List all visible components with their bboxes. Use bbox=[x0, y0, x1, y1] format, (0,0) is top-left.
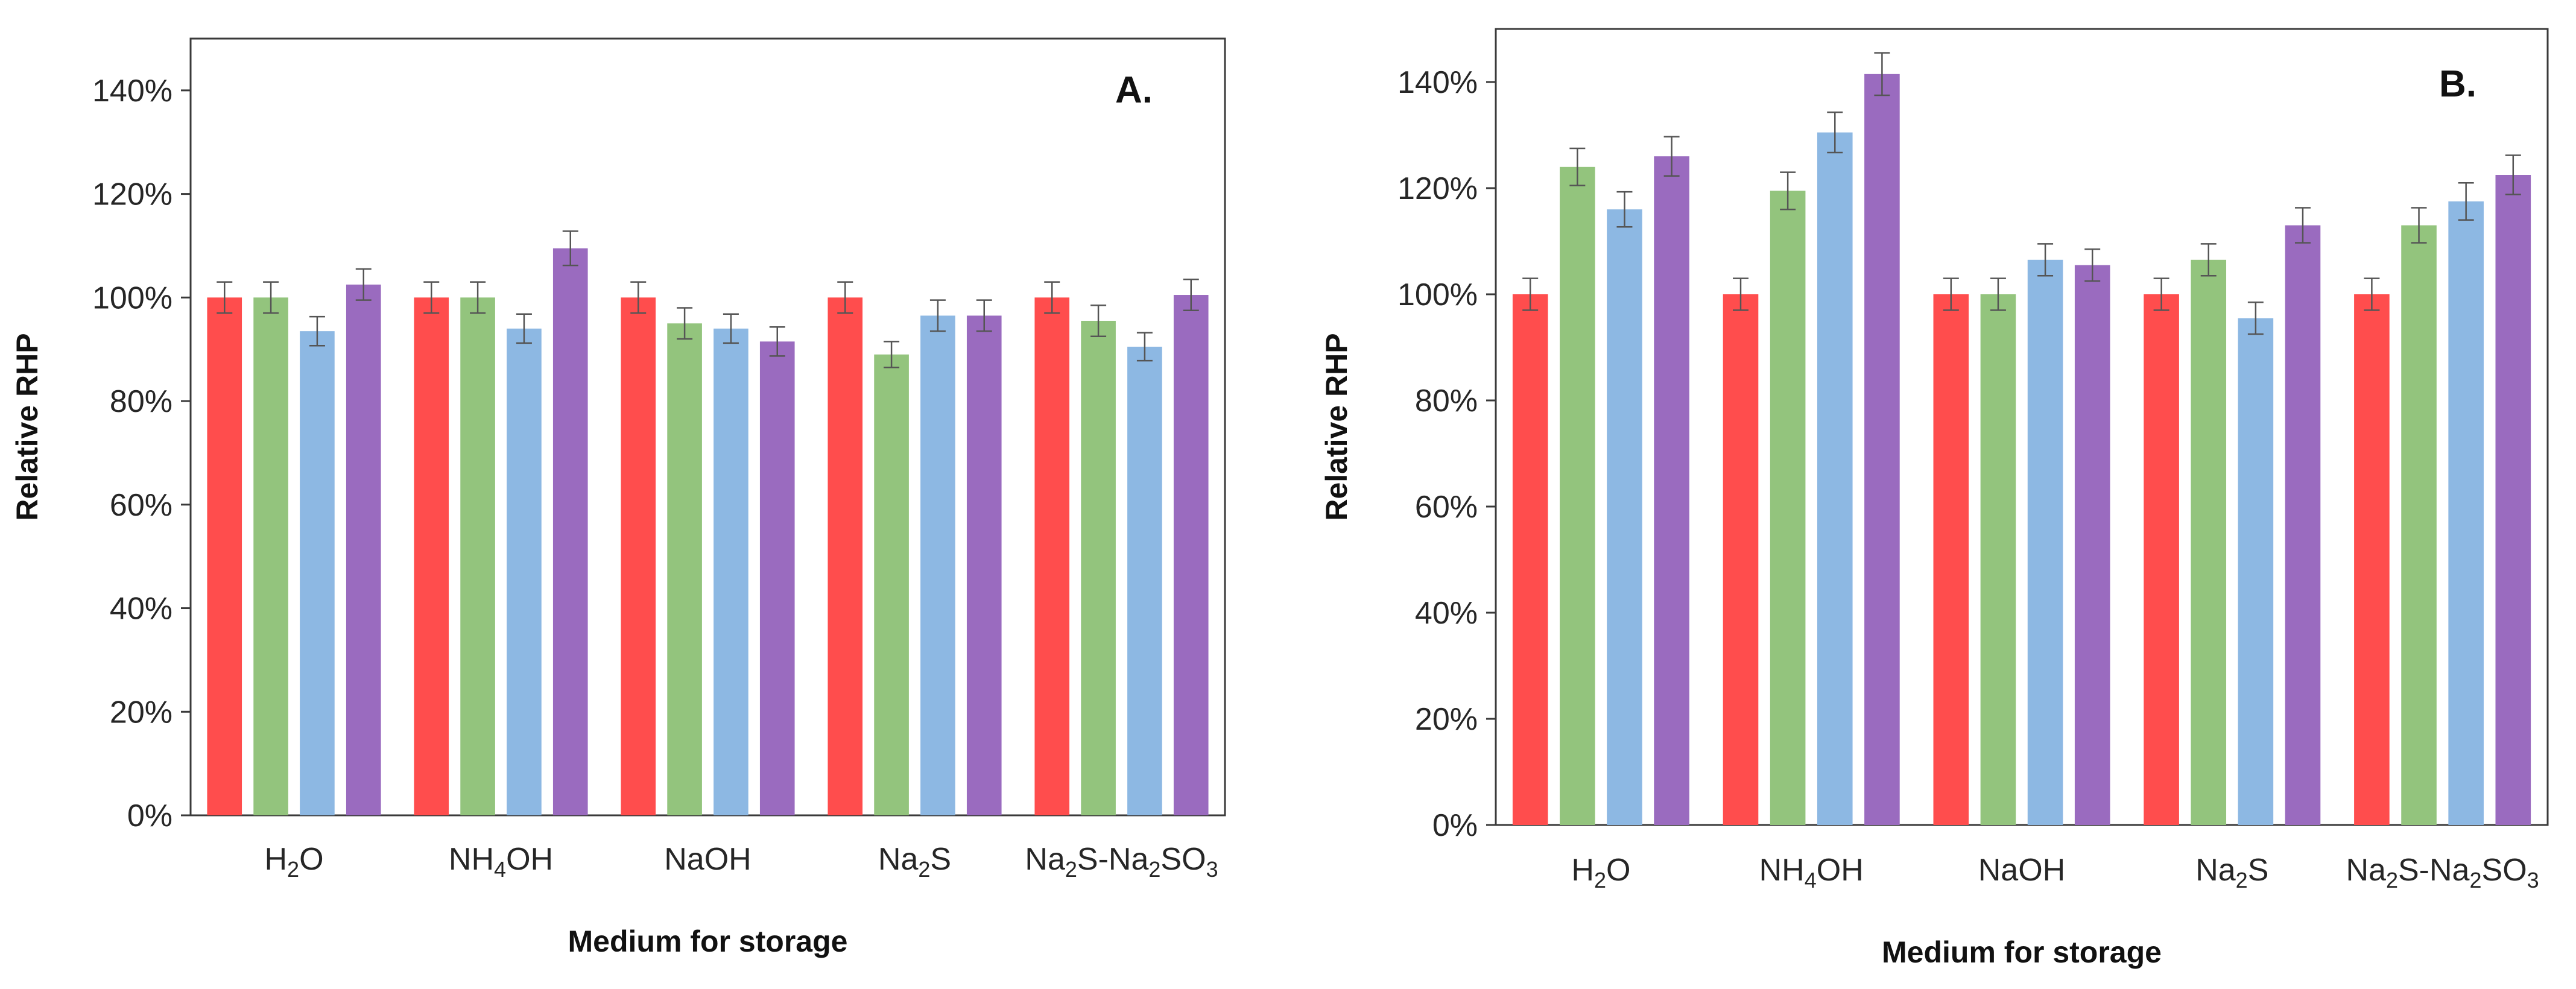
bar bbox=[874, 354, 909, 815]
bar bbox=[300, 331, 335, 815]
y-axis-title: Relative RHP bbox=[10, 333, 44, 520]
x-tick-label: H2O bbox=[264, 842, 323, 882]
chart-panel-b: 0% 20% 40% 60% 80% 100% 120% 140% Relative RHP Me… bbox=[1320, 28, 2549, 969]
y-tick-label: 80% bbox=[1415, 384, 1478, 419]
bar bbox=[1933, 294, 1969, 825]
y-tick-label: 100% bbox=[1397, 277, 1478, 312]
x-tick-label: Na2S bbox=[2195, 853, 2268, 893]
bar bbox=[828, 297, 863, 815]
bar bbox=[1770, 191, 1806, 825]
y-axis-title: Relative RHP bbox=[1320, 333, 1353, 520]
y-tick-label: 20% bbox=[1415, 702, 1478, 737]
bar bbox=[1723, 294, 1759, 825]
x-tick-label: NaOH bbox=[1978, 853, 2065, 888]
bar bbox=[759, 341, 795, 815]
plot-frame bbox=[1495, 28, 2549, 826]
bar bbox=[2448, 201, 2484, 825]
bar bbox=[414, 297, 449, 815]
bar bbox=[2354, 294, 2390, 825]
x-tick-label: Na2S-Na2SO3 bbox=[1025, 842, 1218, 882]
bar bbox=[1980, 294, 2016, 825]
y-tick-label: 60% bbox=[1415, 490, 1478, 525]
bar bbox=[1864, 74, 1900, 825]
bar bbox=[1607, 209, 1642, 825]
bar bbox=[966, 315, 1002, 815]
bar bbox=[1081, 320, 1116, 815]
bar bbox=[2027, 259, 2063, 825]
x-tick-label: Na2S-Na2SO3 bbox=[2346, 853, 2539, 893]
panel-label: A. bbox=[1115, 69, 1153, 111]
bar bbox=[2191, 259, 2227, 825]
bar bbox=[2285, 225, 2321, 826]
bar bbox=[2238, 318, 2274, 825]
y-tick-label: 80% bbox=[110, 384, 172, 419]
bar bbox=[2144, 294, 2179, 825]
bar bbox=[1034, 297, 1070, 815]
y-tick-label: 60% bbox=[110, 488, 172, 523]
y-tick-label: 140% bbox=[1397, 65, 1478, 100]
bar bbox=[1127, 346, 1162, 815]
x-tick-label: NH4OH bbox=[1759, 853, 1864, 893]
bar bbox=[2401, 225, 2437, 826]
bar bbox=[1817, 132, 1853, 826]
y-tick-label: 20% bbox=[110, 695, 172, 730]
bar bbox=[1173, 295, 1209, 815]
bar bbox=[1560, 166, 1595, 825]
y-tick-label: 100% bbox=[92, 280, 172, 315]
x-tick-label: NaOH bbox=[664, 842, 751, 877]
y-tick-label: 40% bbox=[110, 592, 172, 627]
bar bbox=[346, 284, 381, 815]
bar bbox=[1654, 156, 1689, 826]
bar bbox=[460, 297, 495, 815]
x-tick-label: Na2S bbox=[878, 842, 951, 882]
chart-panel-a: 0% 20% 40% 60% 80% 100% 120% 140% Relative RHP Me… bbox=[10, 37, 1226, 958]
x-tick-label: H2O bbox=[1571, 853, 1630, 893]
bar bbox=[1512, 294, 1548, 825]
bar bbox=[507, 328, 542, 815]
y-tick-label: 120% bbox=[92, 177, 172, 212]
bar bbox=[552, 248, 588, 815]
x-axis-title: Medium for storage bbox=[1882, 935, 2162, 969]
bar bbox=[920, 315, 955, 815]
bar bbox=[621, 297, 656, 815]
y-tick-label: 0% bbox=[1432, 808, 1478, 843]
bar bbox=[714, 328, 748, 815]
y-tick-label: 120% bbox=[1397, 171, 1478, 206]
bar bbox=[667, 323, 702, 815]
x-tick-label: NH4OH bbox=[449, 842, 553, 882]
bar bbox=[207, 297, 242, 815]
bar bbox=[253, 297, 288, 815]
bar bbox=[2074, 265, 2110, 826]
bar bbox=[2495, 175, 2531, 825]
y-tick-label: 40% bbox=[1415, 596, 1478, 631]
y-tick-label: 140% bbox=[92, 74, 172, 109]
plot-frame bbox=[189, 37, 1226, 817]
panel-label: B. bbox=[2439, 63, 2476, 105]
x-axis-title: Medium for storage bbox=[568, 924, 848, 958]
y-tick-label: 0% bbox=[127, 798, 172, 833]
